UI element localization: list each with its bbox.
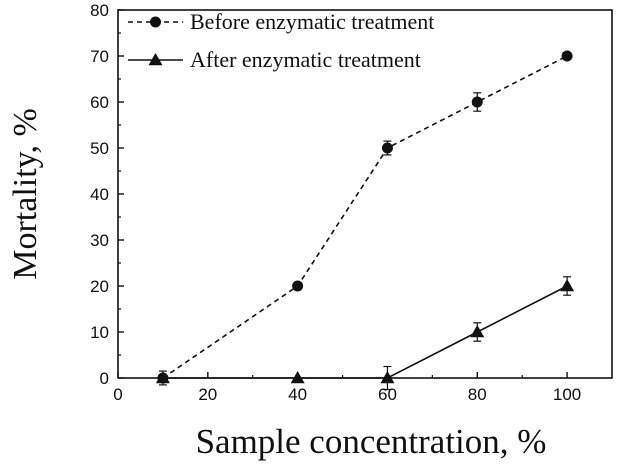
series-0: [157, 50, 573, 386]
x-axis-ticks: 0 20 40 60 80 100: [113, 372, 581, 404]
legend-marker: [150, 16, 161, 28]
y-tick-label: 30: [90, 231, 109, 250]
data-point: [381, 142, 393, 154]
x-axis-title: Sample concentration, %: [196, 422, 547, 461]
data-point: [380, 371, 395, 384]
series-layer: [155, 50, 575, 391]
y-tick-label: 0: [100, 369, 109, 388]
x-tick-label: 0: [113, 385, 122, 404]
legend: Before enzymatic treatment After enzymati…: [128, 9, 434, 72]
y-tick-label: 20: [90, 277, 109, 296]
legend-label: After enzymatic treatment: [190, 47, 421, 72]
y-tick-label: 10: [90, 323, 109, 342]
series-line: [162, 55, 568, 379]
data-point: [292, 280, 304, 292]
x-tick-label: 60: [378, 385, 397, 404]
x-tick-label: 80: [468, 385, 487, 404]
y-tick-label: 70: [90, 47, 109, 66]
y-tick-label: 40: [90, 185, 109, 204]
data-point: [470, 325, 485, 338]
series-1: [155, 276, 575, 391]
y-tick-label: 80: [90, 1, 109, 20]
data-point: [155, 371, 170, 384]
series-line: [162, 285, 568, 379]
x-tick-label: 20: [198, 385, 217, 404]
y-tick-label: 50: [90, 139, 109, 158]
y-tick-label: 60: [90, 93, 109, 112]
data-point: [290, 371, 305, 384]
data-point: [560, 279, 575, 292]
y-axis-title: Mortality, %: [7, 108, 44, 280]
y-axis-ticks: 0 10 20 30 40 50 60 70 80: [90, 1, 124, 388]
data-point: [561, 50, 573, 62]
x-tick-label: 40: [288, 385, 307, 404]
x-tick-label: 100: [553, 385, 581, 404]
data-point: [471, 96, 483, 108]
legend-marker: [148, 53, 163, 66]
legend-label: Before enzymatic treatment: [190, 9, 434, 34]
